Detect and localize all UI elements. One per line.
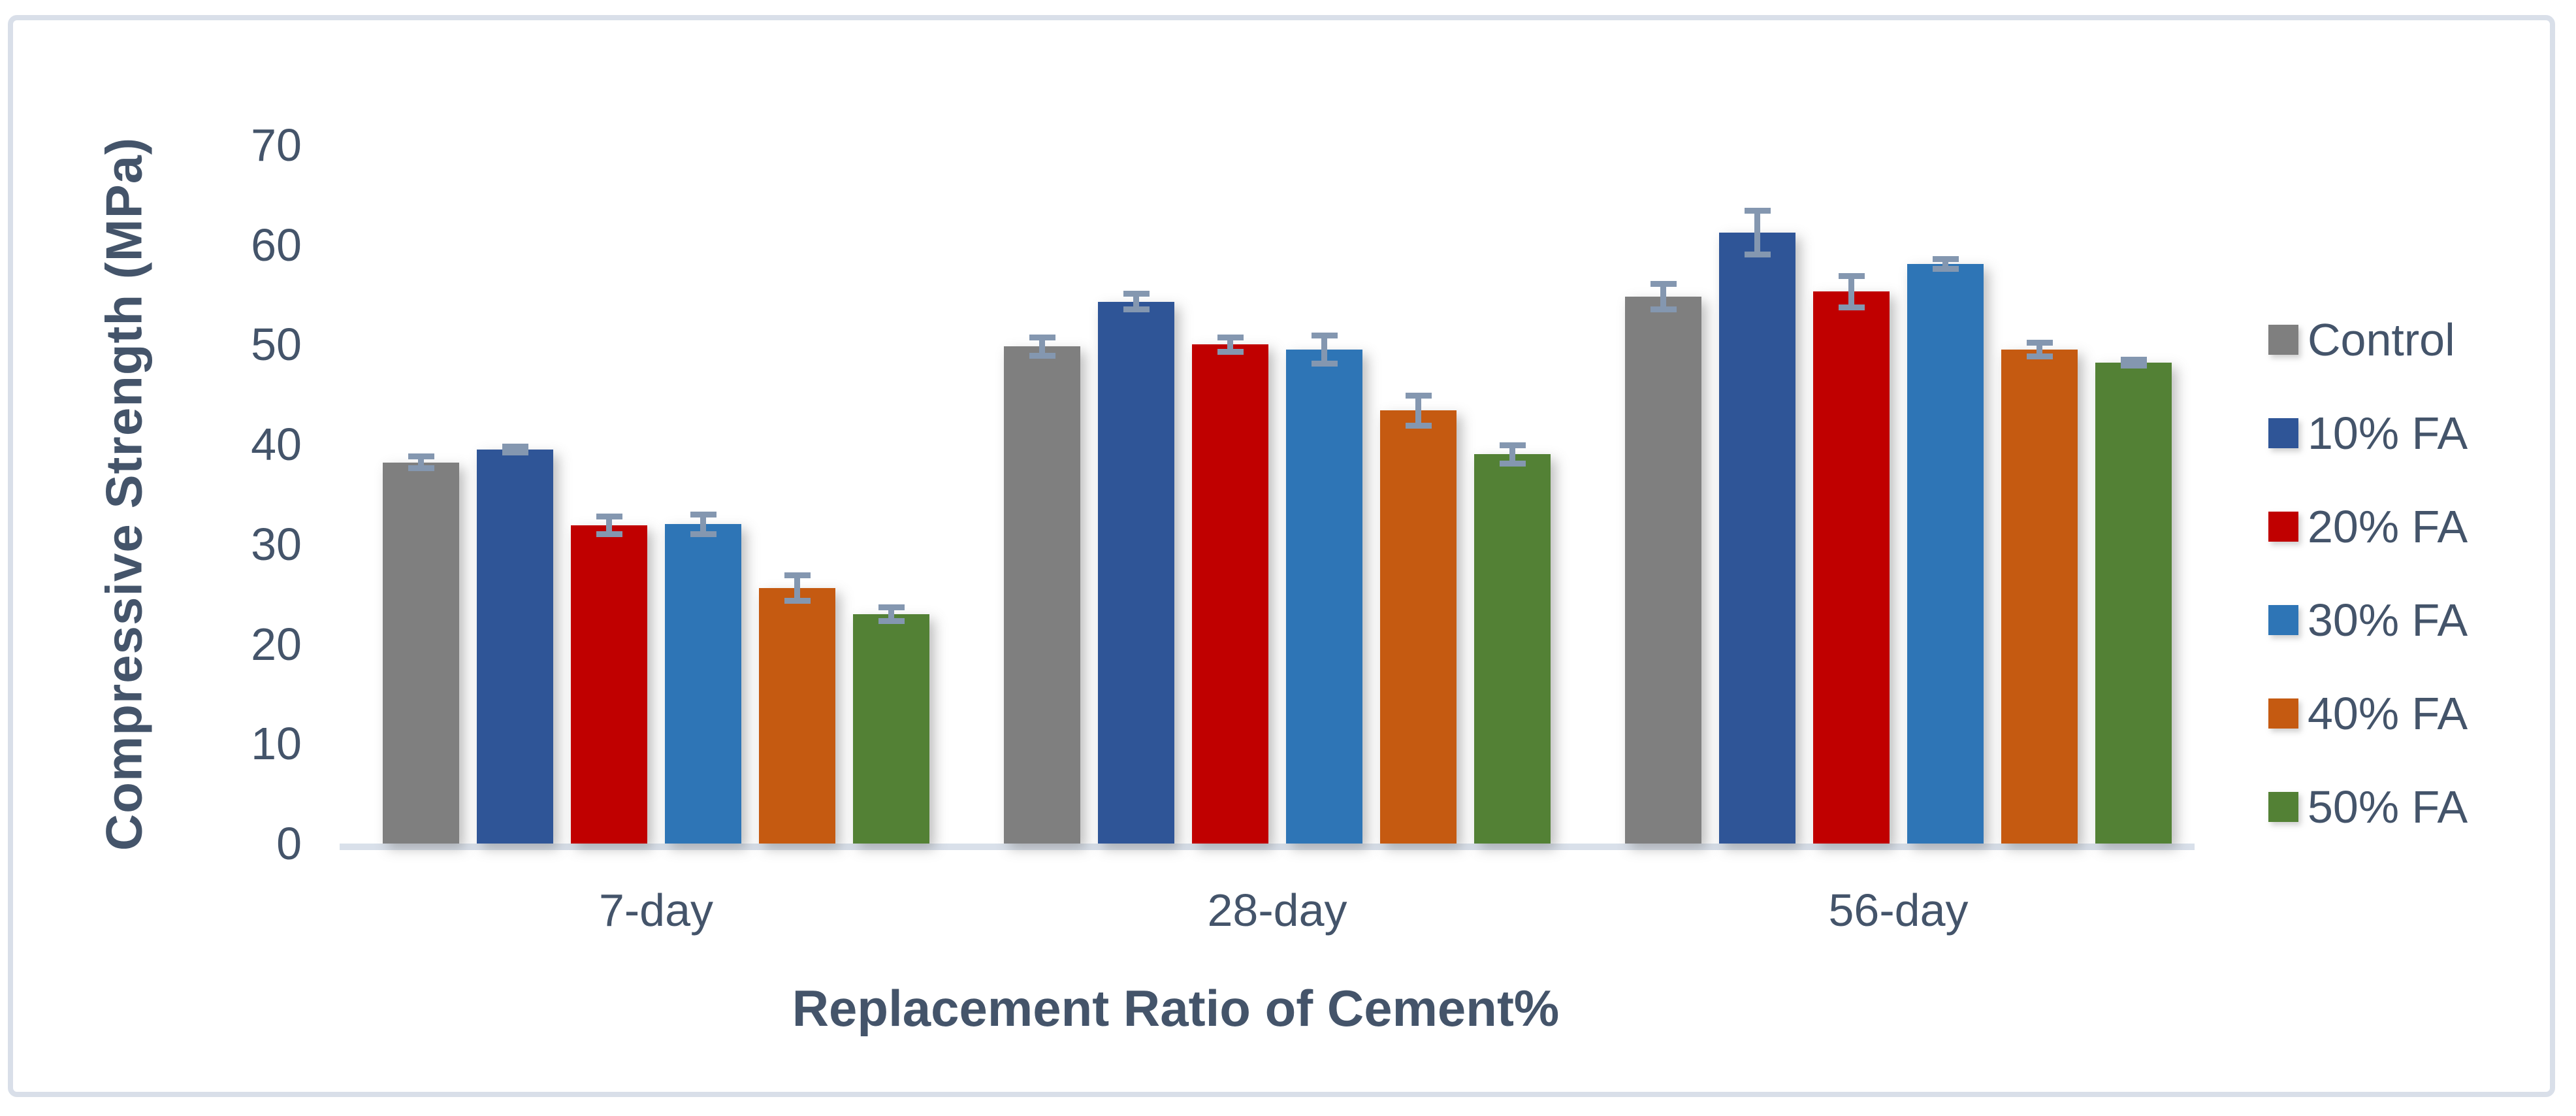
error-bar — [700, 514, 706, 534]
legend-label: 10% FA — [2308, 408, 2468, 459]
chart-border — [8, 15, 2555, 1097]
legend-swatch — [2268, 418, 2298, 448]
y-tick-label: 20 — [251, 618, 302, 670]
legend-swatch — [2268, 325, 2298, 355]
y-tick-label: 0 — [276, 818, 302, 869]
bar-20fa-7-day — [571, 525, 647, 844]
legend-swatch — [2268, 698, 2298, 729]
bar-20fa-28-day — [1192, 344, 1268, 844]
error-bar — [878, 617, 905, 624]
error-bar — [1311, 360, 1338, 367]
error-bar — [512, 446, 518, 453]
bar-50fa-56-day — [2095, 362, 2172, 844]
error-bar — [1509, 445, 1515, 464]
bar-50fa-7-day — [853, 614, 929, 844]
bar-50fa-28-day — [1474, 454, 1551, 844]
error-bar — [1321, 335, 1327, 364]
bar-40fa-28-day — [1380, 410, 1457, 844]
x-axis-title: Replacement Ratio of Cement% — [792, 979, 1560, 1037]
error-bar — [1660, 284, 1666, 310]
error-bar — [2131, 359, 2136, 366]
legend-swatch — [2268, 512, 2298, 542]
error-bar — [1650, 306, 1677, 313]
bar-20fa-56-day — [1813, 291, 1890, 844]
error-bar — [408, 465, 434, 472]
error-bar — [1942, 259, 1948, 269]
bar-control-7-day — [383, 462, 459, 844]
error-bar — [1039, 337, 1045, 356]
error-bar — [502, 449, 528, 455]
error-bar — [1133, 293, 1139, 310]
error-bar — [784, 598, 811, 604]
x-axis-line — [340, 844, 2195, 850]
error-bar — [2120, 362, 2147, 369]
error-bar — [1754, 210, 1760, 255]
error-bar — [1415, 395, 1421, 426]
error-bar — [606, 516, 612, 534]
bar-30fa-56-day — [1907, 263, 1984, 844]
y-tick-label: 50 — [251, 319, 302, 370]
legend-label: 50% FA — [2308, 781, 2468, 832]
error-bar — [690, 531, 716, 538]
y-tick-label: 40 — [251, 419, 302, 470]
y-tick-label: 30 — [251, 518, 302, 570]
bar-control-28-day — [1004, 346, 1080, 844]
legend-label: 20% FA — [2308, 501, 2468, 552]
legend-swatch — [2268, 792, 2298, 822]
bar-10fa-56-day — [1719, 233, 1795, 844]
x-tick-label-28-day: 28-day — [1207, 885, 1347, 936]
bar-30fa-28-day — [1286, 350, 1362, 844]
error-bar — [418, 456, 424, 468]
bar-40fa-56-day — [2001, 350, 2078, 844]
legend-swatch — [2268, 605, 2298, 635]
legend-label: 40% FA — [2308, 688, 2468, 739]
error-bar — [1838, 304, 1865, 311]
y-tick-label: 10 — [251, 718, 302, 770]
x-tick-label-56-day: 56-day — [1828, 885, 1969, 936]
error-bar — [794, 575, 800, 601]
bar-control-56-day — [1625, 297, 1701, 844]
bar-30fa-7-day — [665, 524, 741, 844]
error-bar — [1227, 337, 1233, 352]
legend-label: 30% FA — [2308, 595, 2468, 646]
error-bar — [2037, 342, 2042, 357]
bar-10fa-7-day — [477, 449, 553, 844]
y-tick-label: 60 — [251, 219, 302, 271]
error-bar — [1029, 352, 1055, 359]
error-bar — [1932, 265, 1959, 272]
x-tick-label-7-day: 7-day — [598, 885, 714, 936]
error-bar — [1499, 460, 1526, 467]
error-bar — [1848, 276, 1854, 308]
error-bar — [2026, 353, 2053, 360]
bar-10fa-28-day — [1098, 301, 1174, 844]
error-bar — [1123, 306, 1150, 313]
error-bar — [888, 607, 894, 621]
error-bar — [1744, 252, 1771, 258]
error-bar — [1405, 422, 1432, 429]
legend-label: Control — [2308, 314, 2455, 365]
y-tick-label: 70 — [251, 120, 302, 171]
error-bar — [596, 531, 622, 538]
bar-40fa-7-day — [759, 588, 835, 844]
error-bar — [1217, 348, 1244, 355]
